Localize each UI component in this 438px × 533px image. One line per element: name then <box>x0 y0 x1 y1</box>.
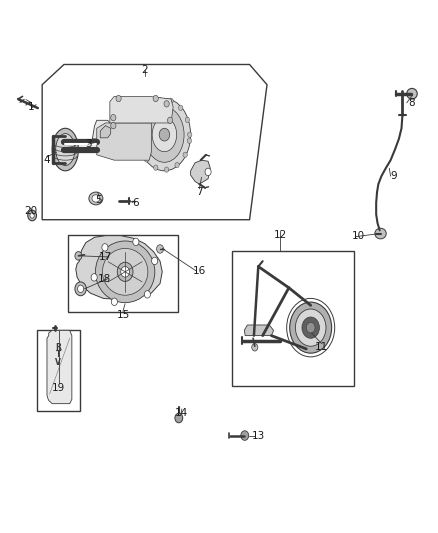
Circle shape <box>156 245 163 253</box>
Text: 18: 18 <box>98 274 111 284</box>
Polygon shape <box>244 325 274 336</box>
Ellipse shape <box>89 192 103 205</box>
Circle shape <box>111 115 116 121</box>
Text: 6: 6 <box>133 198 139 208</box>
Ellipse shape <box>302 317 319 338</box>
Text: 14: 14 <box>175 408 188 418</box>
Circle shape <box>164 167 169 172</box>
Text: 7: 7 <box>196 187 203 197</box>
Circle shape <box>153 95 158 102</box>
Circle shape <box>145 157 148 162</box>
Text: 2: 2 <box>141 65 148 75</box>
Circle shape <box>75 252 82 260</box>
Bar <box>37 330 80 411</box>
Ellipse shape <box>95 241 155 303</box>
Ellipse shape <box>52 128 78 171</box>
Polygon shape <box>110 96 173 123</box>
Circle shape <box>78 285 84 293</box>
Ellipse shape <box>295 309 326 346</box>
Ellipse shape <box>92 195 100 202</box>
Circle shape <box>187 132 192 138</box>
Text: 8: 8 <box>408 98 414 108</box>
Circle shape <box>111 123 116 129</box>
Text: 15: 15 <box>117 310 130 320</box>
Circle shape <box>30 213 34 218</box>
Circle shape <box>167 117 173 124</box>
Circle shape <box>252 344 258 351</box>
Text: R: R <box>55 343 61 352</box>
Ellipse shape <box>138 99 191 171</box>
Polygon shape <box>97 123 151 160</box>
Text: 4: 4 <box>43 155 50 165</box>
Text: 19: 19 <box>52 383 65 393</box>
Text: 11: 11 <box>315 342 328 352</box>
Circle shape <box>121 266 130 277</box>
Polygon shape <box>191 160 210 184</box>
Text: 9: 9 <box>390 171 397 181</box>
Circle shape <box>187 138 191 143</box>
Text: 12: 12 <box>273 230 287 240</box>
Polygon shape <box>47 330 72 403</box>
Text: 1: 1 <box>28 102 35 112</box>
Polygon shape <box>76 236 162 300</box>
Circle shape <box>179 105 183 110</box>
Bar <box>68 235 177 312</box>
Text: 10: 10 <box>352 231 365 241</box>
Circle shape <box>144 290 150 298</box>
Circle shape <box>175 163 179 168</box>
Text: 3: 3 <box>85 139 92 149</box>
Circle shape <box>148 103 152 109</box>
Text: T: T <box>56 350 61 359</box>
Polygon shape <box>42 64 267 220</box>
Text: 5: 5 <box>95 195 102 205</box>
Text: 16: 16 <box>193 266 206 276</box>
Text: V: V <box>55 358 61 367</box>
Circle shape <box>116 95 121 102</box>
Circle shape <box>158 98 162 103</box>
Circle shape <box>205 168 211 175</box>
Ellipse shape <box>145 107 184 163</box>
Ellipse shape <box>152 118 177 152</box>
Circle shape <box>75 282 86 296</box>
Circle shape <box>140 115 145 120</box>
Circle shape <box>138 144 143 149</box>
Circle shape <box>152 257 158 264</box>
Circle shape <box>169 98 173 103</box>
Circle shape <box>154 165 158 170</box>
Circle shape <box>111 298 117 305</box>
Bar <box>232 251 354 386</box>
Ellipse shape <box>306 322 315 333</box>
Text: 20: 20 <box>24 206 37 216</box>
Text: 17: 17 <box>99 252 112 262</box>
Circle shape <box>117 262 133 281</box>
Circle shape <box>164 101 169 107</box>
Circle shape <box>241 431 249 440</box>
Circle shape <box>91 273 97 281</box>
Ellipse shape <box>375 228 386 239</box>
Ellipse shape <box>290 302 332 353</box>
Circle shape <box>102 244 108 251</box>
Circle shape <box>133 238 139 246</box>
Circle shape <box>185 117 190 123</box>
Circle shape <box>159 128 170 141</box>
Circle shape <box>175 413 183 423</box>
Polygon shape <box>92 120 182 144</box>
Ellipse shape <box>407 88 417 99</box>
Circle shape <box>183 152 187 157</box>
Ellipse shape <box>56 134 75 165</box>
Circle shape <box>28 210 36 221</box>
Polygon shape <box>100 126 111 138</box>
Circle shape <box>137 129 141 134</box>
Ellipse shape <box>102 248 148 295</box>
Text: 13: 13 <box>252 431 265 441</box>
